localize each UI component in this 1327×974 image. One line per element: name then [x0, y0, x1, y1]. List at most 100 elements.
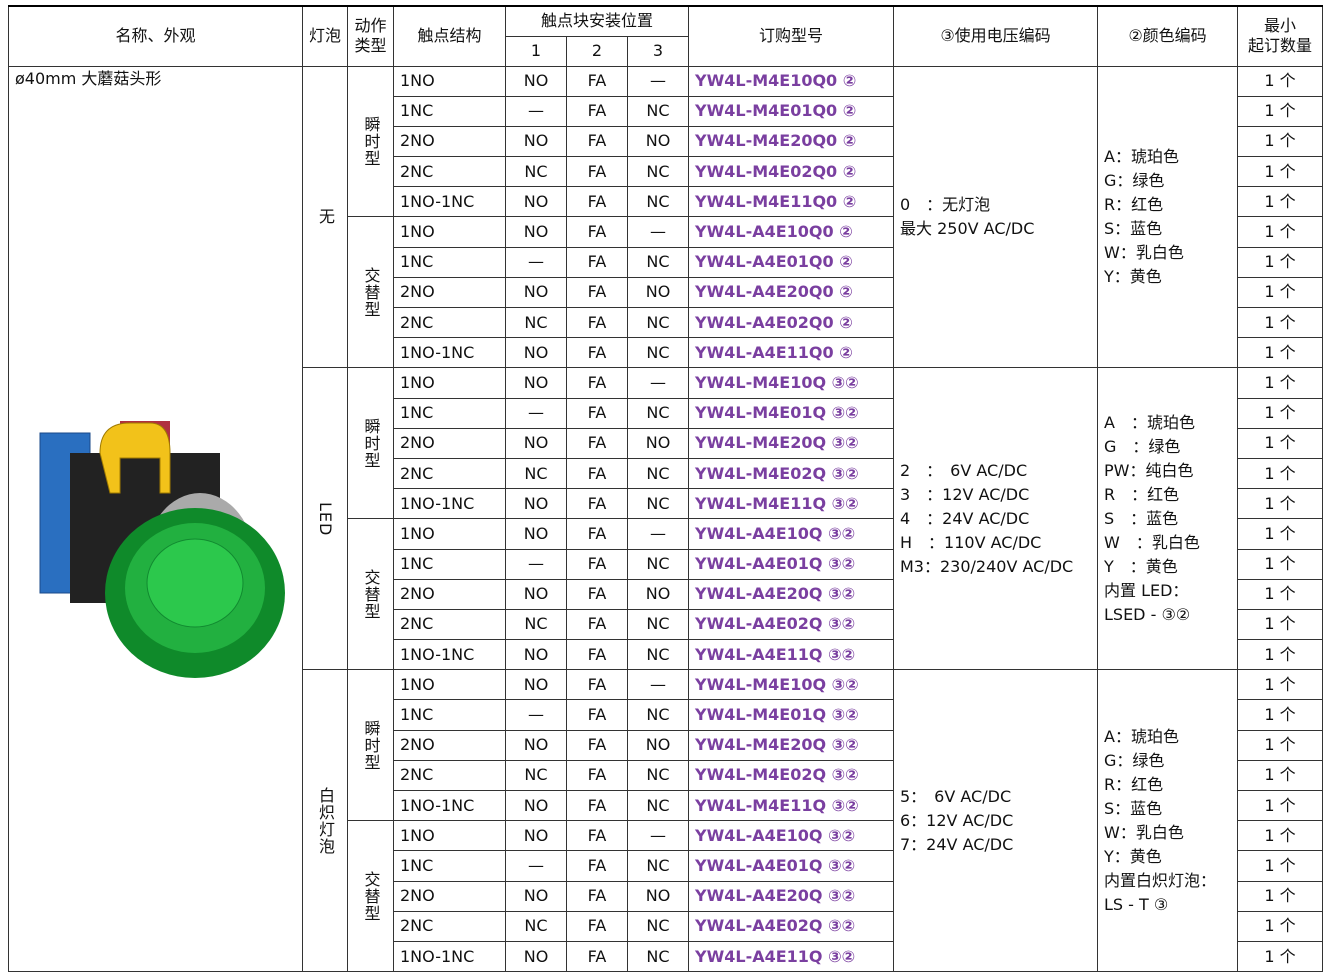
color-line: R：红色: [1104, 194, 1164, 214]
min-order: 1 个: [1237, 337, 1323, 369]
action-type: 交替型: [361, 266, 381, 318]
contact: 1NO-1NC: [393, 488, 506, 520]
color-cell: A ：琥珀色 G ：绿色 PW：纯白色 R ：红色 S ：蓝色 W ：乳白色 Y ：黄色 内置…: [1097, 367, 1238, 671]
header-model: 订购型号: [688, 5, 894, 67]
model: YW4L-M4E10Q0 ②: [688, 65, 894, 97]
header-action: 动作 类型: [347, 5, 394, 67]
model: YW4L-A4E10Q0 ②: [688, 216, 894, 248]
voltage-line: 0 ：无灯泡: [900, 194, 991, 214]
action-type: 瞬时型: [361, 719, 381, 771]
contact: 2NO: [393, 125, 506, 158]
color-line: PW：纯白色: [1104, 460, 1194, 480]
min-order: 1 个: [1237, 276, 1323, 309]
action-type: 交替型: [361, 870, 381, 922]
min-order: 1 个: [1237, 820, 1323, 852]
contact: 2NC: [393, 608, 506, 641]
contact: 1NC: [393, 699, 506, 731]
min-order: 1 个: [1237, 246, 1323, 278]
pos-3: NC: [627, 488, 689, 520]
header-lamp: 灯泡: [302, 5, 348, 67]
table-row: 2NC NC FA NC YW4L-A4E02Q ③② 1 个: [9, 910, 1323, 942]
table-row: 1NC — FA NC YW4L-A4E01Q ③② 1 个: [9, 850, 1323, 882]
model: YW4L-A4E11Q ③②: [688, 940, 894, 973]
pos-2: FA: [566, 276, 628, 309]
voltage-cell: 5： 6V AC/DC 6：12V AC/DC 7：24V AC/DC: [893, 669, 1098, 973]
header-name: 名称、外观: [8, 5, 303, 67]
pos-2: FA: [566, 759, 628, 792]
color-cell: A：琥珀色 G：绿色 R：红色 S：蓝色 W：乳白色 Y：黄色 内置白炽灯泡： LS - T …: [1097, 669, 1238, 973]
min-order: 1 个: [1237, 397, 1323, 429]
model: YW4L-A4E10Q ③②: [688, 820, 894, 852]
contact: 2NO: [393, 276, 506, 309]
pos-3: NC: [627, 910, 689, 942]
pos-3: NC: [627, 789, 689, 822]
model: YW4L-A4E20Q ③②: [688, 880, 894, 912]
voltage-line: M3：230/240V AC/DC: [900, 556, 1074, 576]
table-row: 2NC NC FA NC YW4L-M4E02Q ③② 1 个: [9, 457, 1323, 490]
model: YW4L-A4E20Q0 ②: [688, 276, 894, 309]
pos-1: NO: [505, 940, 567, 973]
model: YW4L-M4E01Q0 ②: [688, 95, 894, 127]
contact: 1NO-1NC: [393, 337, 506, 369]
pos-3: —: [627, 367, 689, 399]
pos-3: NC: [627, 95, 689, 127]
header-line: 动作: [354, 16, 387, 36]
min-order: 1 个: [1237, 548, 1323, 580]
pos-1: NO: [505, 276, 567, 309]
pos-3: NC: [627, 246, 689, 278]
contact: 1NC: [393, 548, 506, 580]
table-row: LED 瞬时型 1NO NO FA — YW4L-M4E10Q ③② 2 ： 6V AC/DC…: [9, 367, 1323, 671]
pos-1: —: [505, 850, 567, 882]
model: YW4L-M4E10Q ③②: [688, 367, 894, 399]
min-order: 1 个: [1237, 216, 1323, 248]
table-row: 1NO-1NC NO FA NC YW4L-M4E11Q ③② 1 个: [9, 789, 1323, 822]
pos-3: NO: [627, 578, 689, 610]
pos-1: —: [505, 548, 567, 580]
min-order: 1 个: [1237, 729, 1323, 761]
min-order: 1 个: [1237, 306, 1323, 339]
voltage-line: 4 ：24V AC/DC: [900, 508, 1030, 528]
color-line: S：蓝色: [1104, 798, 1163, 818]
color-line: S：蓝色: [1104, 218, 1163, 238]
pos-2: FA: [566, 156, 628, 188]
color-line: Y：黄色: [1104, 846, 1162, 866]
color-line: S ：蓝色: [1104, 508, 1179, 528]
voltage-line: 3 ：12V AC/DC: [900, 484, 1030, 504]
model: YW4L-M4E20Q ③②: [688, 729, 894, 761]
color-cell: A：琥珀色 G：绿色 R：红色 S：蓝色 W：乳白色 Y：黄色: [1097, 65, 1238, 369]
contact: 1NC: [393, 246, 506, 278]
pos-1: NO: [505, 367, 567, 399]
pos-2: FA: [566, 820, 628, 852]
pos-2: FA: [566, 246, 628, 278]
color-line: A：琥珀色: [1104, 726, 1179, 746]
pos-2: FA: [566, 397, 628, 429]
color-line: G：绿色: [1104, 750, 1165, 770]
color-line: A ：琥珀色: [1104, 412, 1195, 432]
model: YW4L-A4E10Q ③②: [688, 518, 894, 550]
contact: 1NO-1NC: [393, 639, 506, 671]
model: YW4L-M4E11Q0 ②: [688, 186, 894, 218]
pos-2: FA: [566, 850, 628, 882]
model: YW4L-A4E01Q0 ②: [688, 246, 894, 278]
color-line: 内置白炽灯泡：: [1104, 870, 1217, 890]
pos-3: NO: [627, 125, 689, 158]
pos-2: FA: [566, 518, 628, 550]
pos-2: FA: [566, 457, 628, 490]
model: YW4L-M4E11Q ③②: [688, 789, 894, 822]
contact: 2NC: [393, 457, 506, 490]
contact: 2NC: [393, 156, 506, 188]
pos-1: NC: [505, 910, 567, 942]
pos-1: NC: [505, 306, 567, 339]
model: YW4L-A4E20Q ③②: [688, 578, 894, 610]
pos-1: NO: [505, 578, 567, 610]
table-row: 2NO NO FA NO YW4L-M4E20Q ③② 1 个: [9, 729, 1323, 761]
product-name: ø40mm 大蘑菇头形: [15, 68, 162, 88]
pos-1: —: [505, 397, 567, 429]
contact: 2NO: [393, 427, 506, 459]
model: YW4L-A4E02Q ③②: [688, 608, 894, 641]
contact: 1NO: [393, 216, 506, 248]
contact: 2NO: [393, 578, 506, 610]
min-order: 1 个: [1237, 910, 1323, 942]
